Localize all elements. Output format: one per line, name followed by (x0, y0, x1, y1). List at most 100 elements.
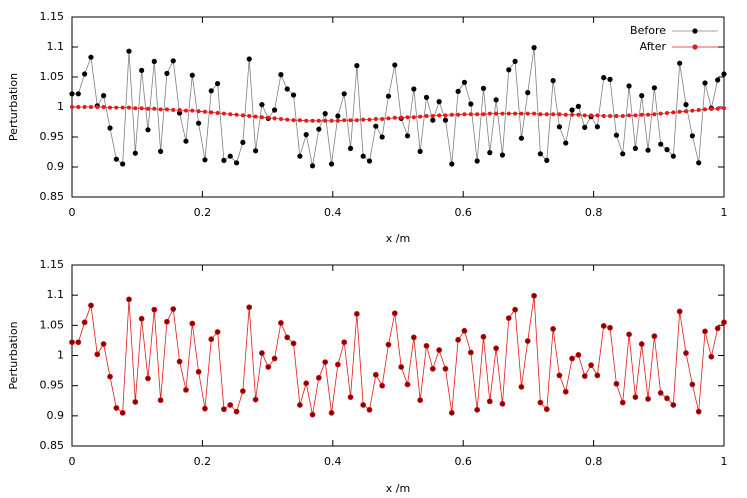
data-point (233, 160, 240, 166)
data-point (227, 153, 233, 159)
data-point (614, 114, 619, 118)
data-point (506, 67, 512, 73)
data-point (126, 48, 132, 54)
data-point (372, 371, 379, 378)
data-point (291, 118, 296, 123)
data-point (677, 60, 683, 66)
data-point (563, 112, 568, 117)
data-point (639, 112, 644, 117)
data-point (323, 118, 328, 123)
data-point (645, 396, 651, 402)
data-point (328, 409, 335, 416)
data-point (429, 365, 436, 372)
data-point (449, 161, 455, 167)
data-point (227, 402, 234, 408)
data-point (665, 111, 670, 115)
plot: 0.85 0.9 0.95 1 1.05 1.1 1.15 0 0.2 0.4 0.6 0.8 1 x /… (7, 10, 728, 245)
data-point (126, 105, 131, 110)
data-point (411, 86, 417, 92)
data-point (404, 133, 411, 139)
x-axis-label: x /m (386, 232, 410, 245)
data-point (132, 399, 139, 405)
data-point (550, 78, 556, 84)
y-tick-label: 1.05 (40, 70, 65, 83)
data-point (696, 108, 701, 112)
data-point (171, 108, 176, 112)
data-point (632, 145, 638, 151)
x-tick-label: 0.4 (324, 455, 342, 468)
data-point (196, 120, 202, 126)
x-tick-label: 0.4 (324, 206, 342, 219)
plot: 0.85 0.9 0.95 1 1.05 1.1 1.15 0 0.2 0.4 0.6 0.8 1 x /… (7, 258, 728, 495)
data-point (94, 351, 101, 358)
y-axis-label: Perturbation (7, 73, 20, 141)
data-point (316, 126, 322, 132)
y-tick-label: 1 (57, 349, 64, 362)
data-point (70, 105, 74, 109)
data-point (417, 148, 423, 154)
data-point (430, 117, 436, 123)
legend-marker (692, 44, 698, 50)
data-point (480, 333, 487, 340)
data-point (570, 112, 575, 117)
data-point (107, 125, 113, 131)
data-point (120, 105, 125, 110)
data-point (195, 368, 202, 375)
data-point (532, 111, 537, 116)
data-point (544, 112, 549, 117)
y-tick-label: 1.15 (40, 258, 65, 271)
data-point (303, 132, 309, 138)
data-point (391, 310, 398, 317)
data-point (315, 374, 322, 381)
data-point (114, 105, 119, 110)
data-point (544, 157, 550, 163)
data-point (322, 359, 329, 366)
x-tick-label: 0.8 (585, 206, 603, 219)
data-point (619, 399, 626, 406)
data-point (670, 153, 676, 159)
data-point (620, 114, 625, 118)
data-point (335, 113, 341, 119)
data-point (392, 62, 398, 68)
data-point (133, 106, 138, 111)
data-point (303, 380, 310, 387)
data-point (677, 109, 682, 114)
y-tick-label: 1.1 (47, 288, 65, 301)
data-point (347, 394, 354, 401)
data-point (709, 106, 714, 111)
data-point (506, 111, 511, 116)
data-point (366, 158, 373, 164)
data-point (423, 94, 430, 100)
data-point (176, 110, 183, 116)
data-point (278, 117, 283, 121)
data-point (676, 308, 683, 315)
data-point (721, 319, 727, 326)
data-point (341, 91, 347, 97)
data-point (683, 102, 689, 108)
data-point (290, 340, 297, 347)
y-tick-label: 0.85 (40, 190, 65, 203)
data-point (721, 71, 727, 77)
data-point (690, 108, 695, 113)
data-point (626, 83, 632, 89)
data-point (664, 395, 670, 402)
data-point (658, 141, 664, 147)
data-point (608, 114, 613, 118)
data-point (627, 113, 632, 118)
data-point (151, 306, 158, 313)
data-point (316, 118, 321, 123)
data-point (253, 114, 258, 119)
data-point (252, 396, 259, 403)
data-point (651, 85, 657, 91)
data-point (651, 333, 658, 340)
data-point (176, 358, 183, 365)
data-point (183, 138, 189, 144)
data-point (309, 411, 316, 418)
y-tick-label: 1 (57, 100, 64, 113)
data-point (556, 372, 563, 379)
data-point (722, 106, 726, 111)
data-point (354, 63, 360, 69)
data-point (138, 315, 145, 322)
data-point (108, 105, 113, 110)
